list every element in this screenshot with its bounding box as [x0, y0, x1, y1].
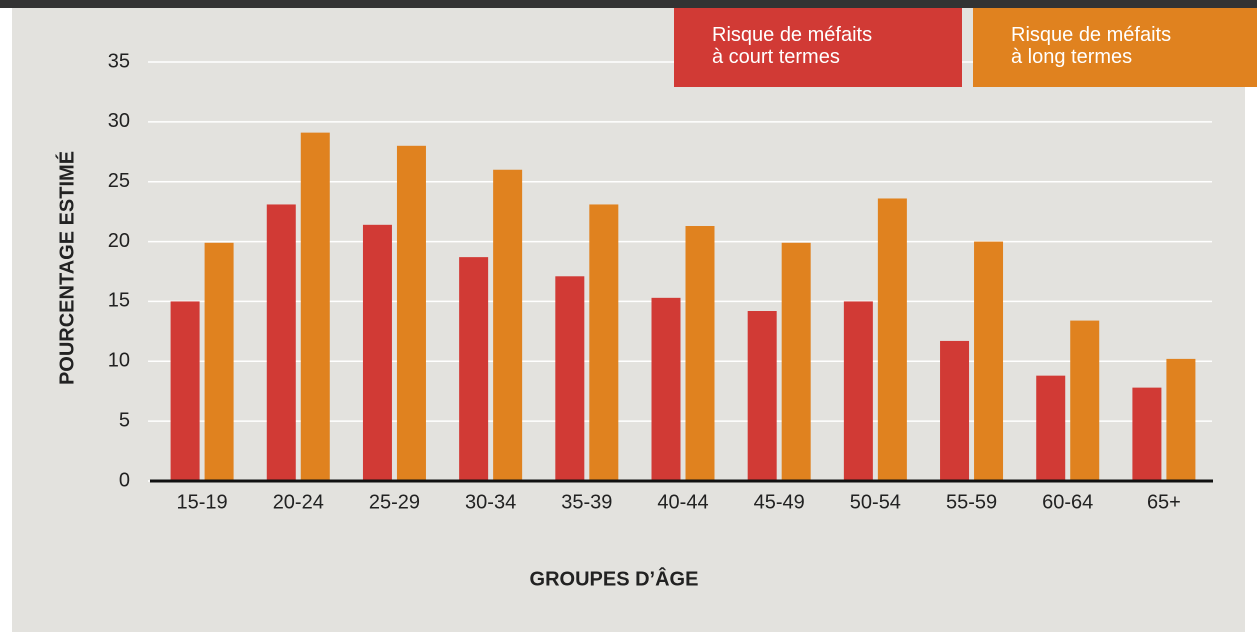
y-tick-label: 25 [108, 170, 130, 192]
y-tick-label: 30 [108, 110, 130, 132]
legend-item: Risque de méfaits à court termes [674, 8, 962, 87]
x-tick-label: 55-59 [946, 491, 997, 513]
bar [589, 204, 619, 481]
bar [877, 198, 907, 481]
bar [1070, 320, 1100, 481]
bar [555, 276, 585, 481]
bar [1166, 358, 1196, 481]
bar [843, 301, 873, 481]
y-tick-label: 0 [119, 469, 130, 491]
bar [459, 257, 489, 481]
legend-label: Risque de méfaits à court termes [712, 24, 873, 68]
bar [747, 311, 777, 481]
y-axis-title: POURCENTAGE ESTIMÉ [55, 151, 78, 385]
x-tick-label: 15-19 [177, 491, 228, 513]
bar [651, 297, 681, 481]
x-tick-label: 25-29 [369, 491, 420, 513]
x-tick-label: 40-44 [657, 491, 708, 513]
bar [362, 224, 392, 481]
x-tick-label: 45-49 [754, 491, 805, 513]
y-tick-label: 20 [108, 230, 130, 252]
x-tick-label: 50-54 [850, 491, 901, 513]
top-bar [0, 0, 1257, 8]
bar [493, 169, 523, 481]
x-tick-label: 60-64 [1042, 491, 1093, 513]
x-tick-label: 20-24 [273, 491, 324, 513]
bar [170, 301, 200, 481]
y-tick-label: 35 [108, 50, 130, 72]
bar [266, 204, 296, 481]
bar [396, 145, 426, 482]
bar [204, 242, 234, 481]
legend-item: Risque de méfaits à long termes [973, 8, 1257, 87]
bar [940, 340, 970, 481]
bar [1132, 387, 1162, 481]
x-tick-label: 30-34 [465, 491, 516, 513]
bar [685, 226, 715, 481]
y-tick-label: 5 [119, 409, 130, 431]
bar [974, 241, 1004, 481]
y-tick-label: 10 [108, 350, 130, 372]
legend-label: Risque de méfaits à long termes [1011, 24, 1172, 68]
y-tick-label: 15 [108, 290, 130, 312]
bar [300, 132, 330, 482]
x-tick-label: 65+ [1147, 491, 1181, 513]
x-tick-label: 35-39 [561, 491, 612, 513]
x-axis-title: GROUPES D’ÂGE [530, 566, 699, 590]
bar [1036, 375, 1066, 481]
bar [781, 242, 811, 481]
